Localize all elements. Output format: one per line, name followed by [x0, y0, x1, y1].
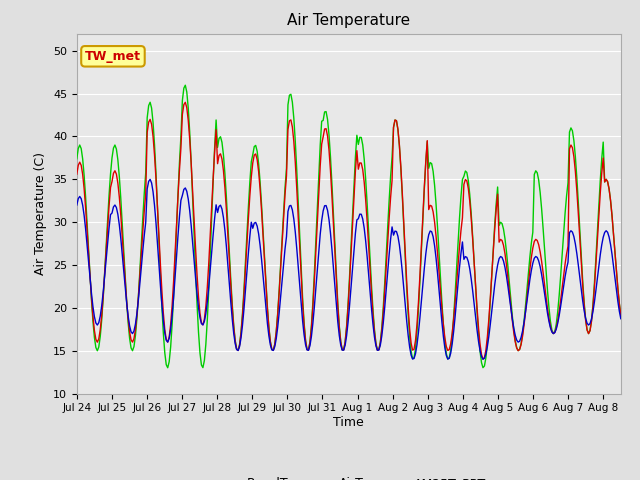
PanelT	[479, 356, 487, 362]
AirT	[351, 230, 359, 236]
AM25T_PRT	[164, 365, 172, 371]
PanelT	[163, 336, 170, 342]
PanelT	[142, 191, 150, 197]
AM25T_PRT	[259, 228, 267, 233]
AirT	[617, 316, 625, 322]
AM25T_PRT	[142, 170, 150, 176]
Title: Air Temperature: Air Temperature	[287, 13, 410, 28]
X-axis label: Time: Time	[333, 416, 364, 429]
AM25T_PRT	[163, 362, 170, 368]
AirT	[164, 339, 172, 345]
AM25T_PRT	[182, 83, 189, 88]
Line: PanelT: PanelT	[77, 102, 621, 359]
PanelT	[258, 208, 266, 214]
AirT	[608, 251, 616, 257]
PanelT	[608, 213, 616, 218]
AM25T_PRT	[608, 213, 616, 218]
PanelT	[473, 306, 481, 312]
PanelT	[73, 171, 81, 177]
AirT	[147, 177, 154, 182]
AirT	[73, 202, 81, 208]
AirT	[142, 219, 150, 225]
Legend: PanelT, AirT, AM25T_PRT: PanelT, AirT, AM25T_PRT	[207, 472, 491, 480]
Line: AirT: AirT	[77, 180, 621, 359]
PanelT	[182, 99, 189, 105]
Text: TW_met: TW_met	[85, 50, 141, 63]
AM25T_PRT	[73, 156, 81, 162]
AirT	[479, 356, 487, 362]
Line: AM25T_PRT: AM25T_PRT	[77, 85, 621, 368]
AM25T_PRT	[353, 132, 361, 138]
AM25T_PRT	[617, 312, 625, 318]
AirT	[473, 327, 481, 333]
Y-axis label: Air Temperature (C): Air Temperature (C)	[35, 152, 47, 275]
AirT	[258, 256, 266, 262]
PanelT	[617, 312, 625, 318]
PanelT	[351, 168, 359, 174]
AM25T_PRT	[475, 331, 483, 337]
